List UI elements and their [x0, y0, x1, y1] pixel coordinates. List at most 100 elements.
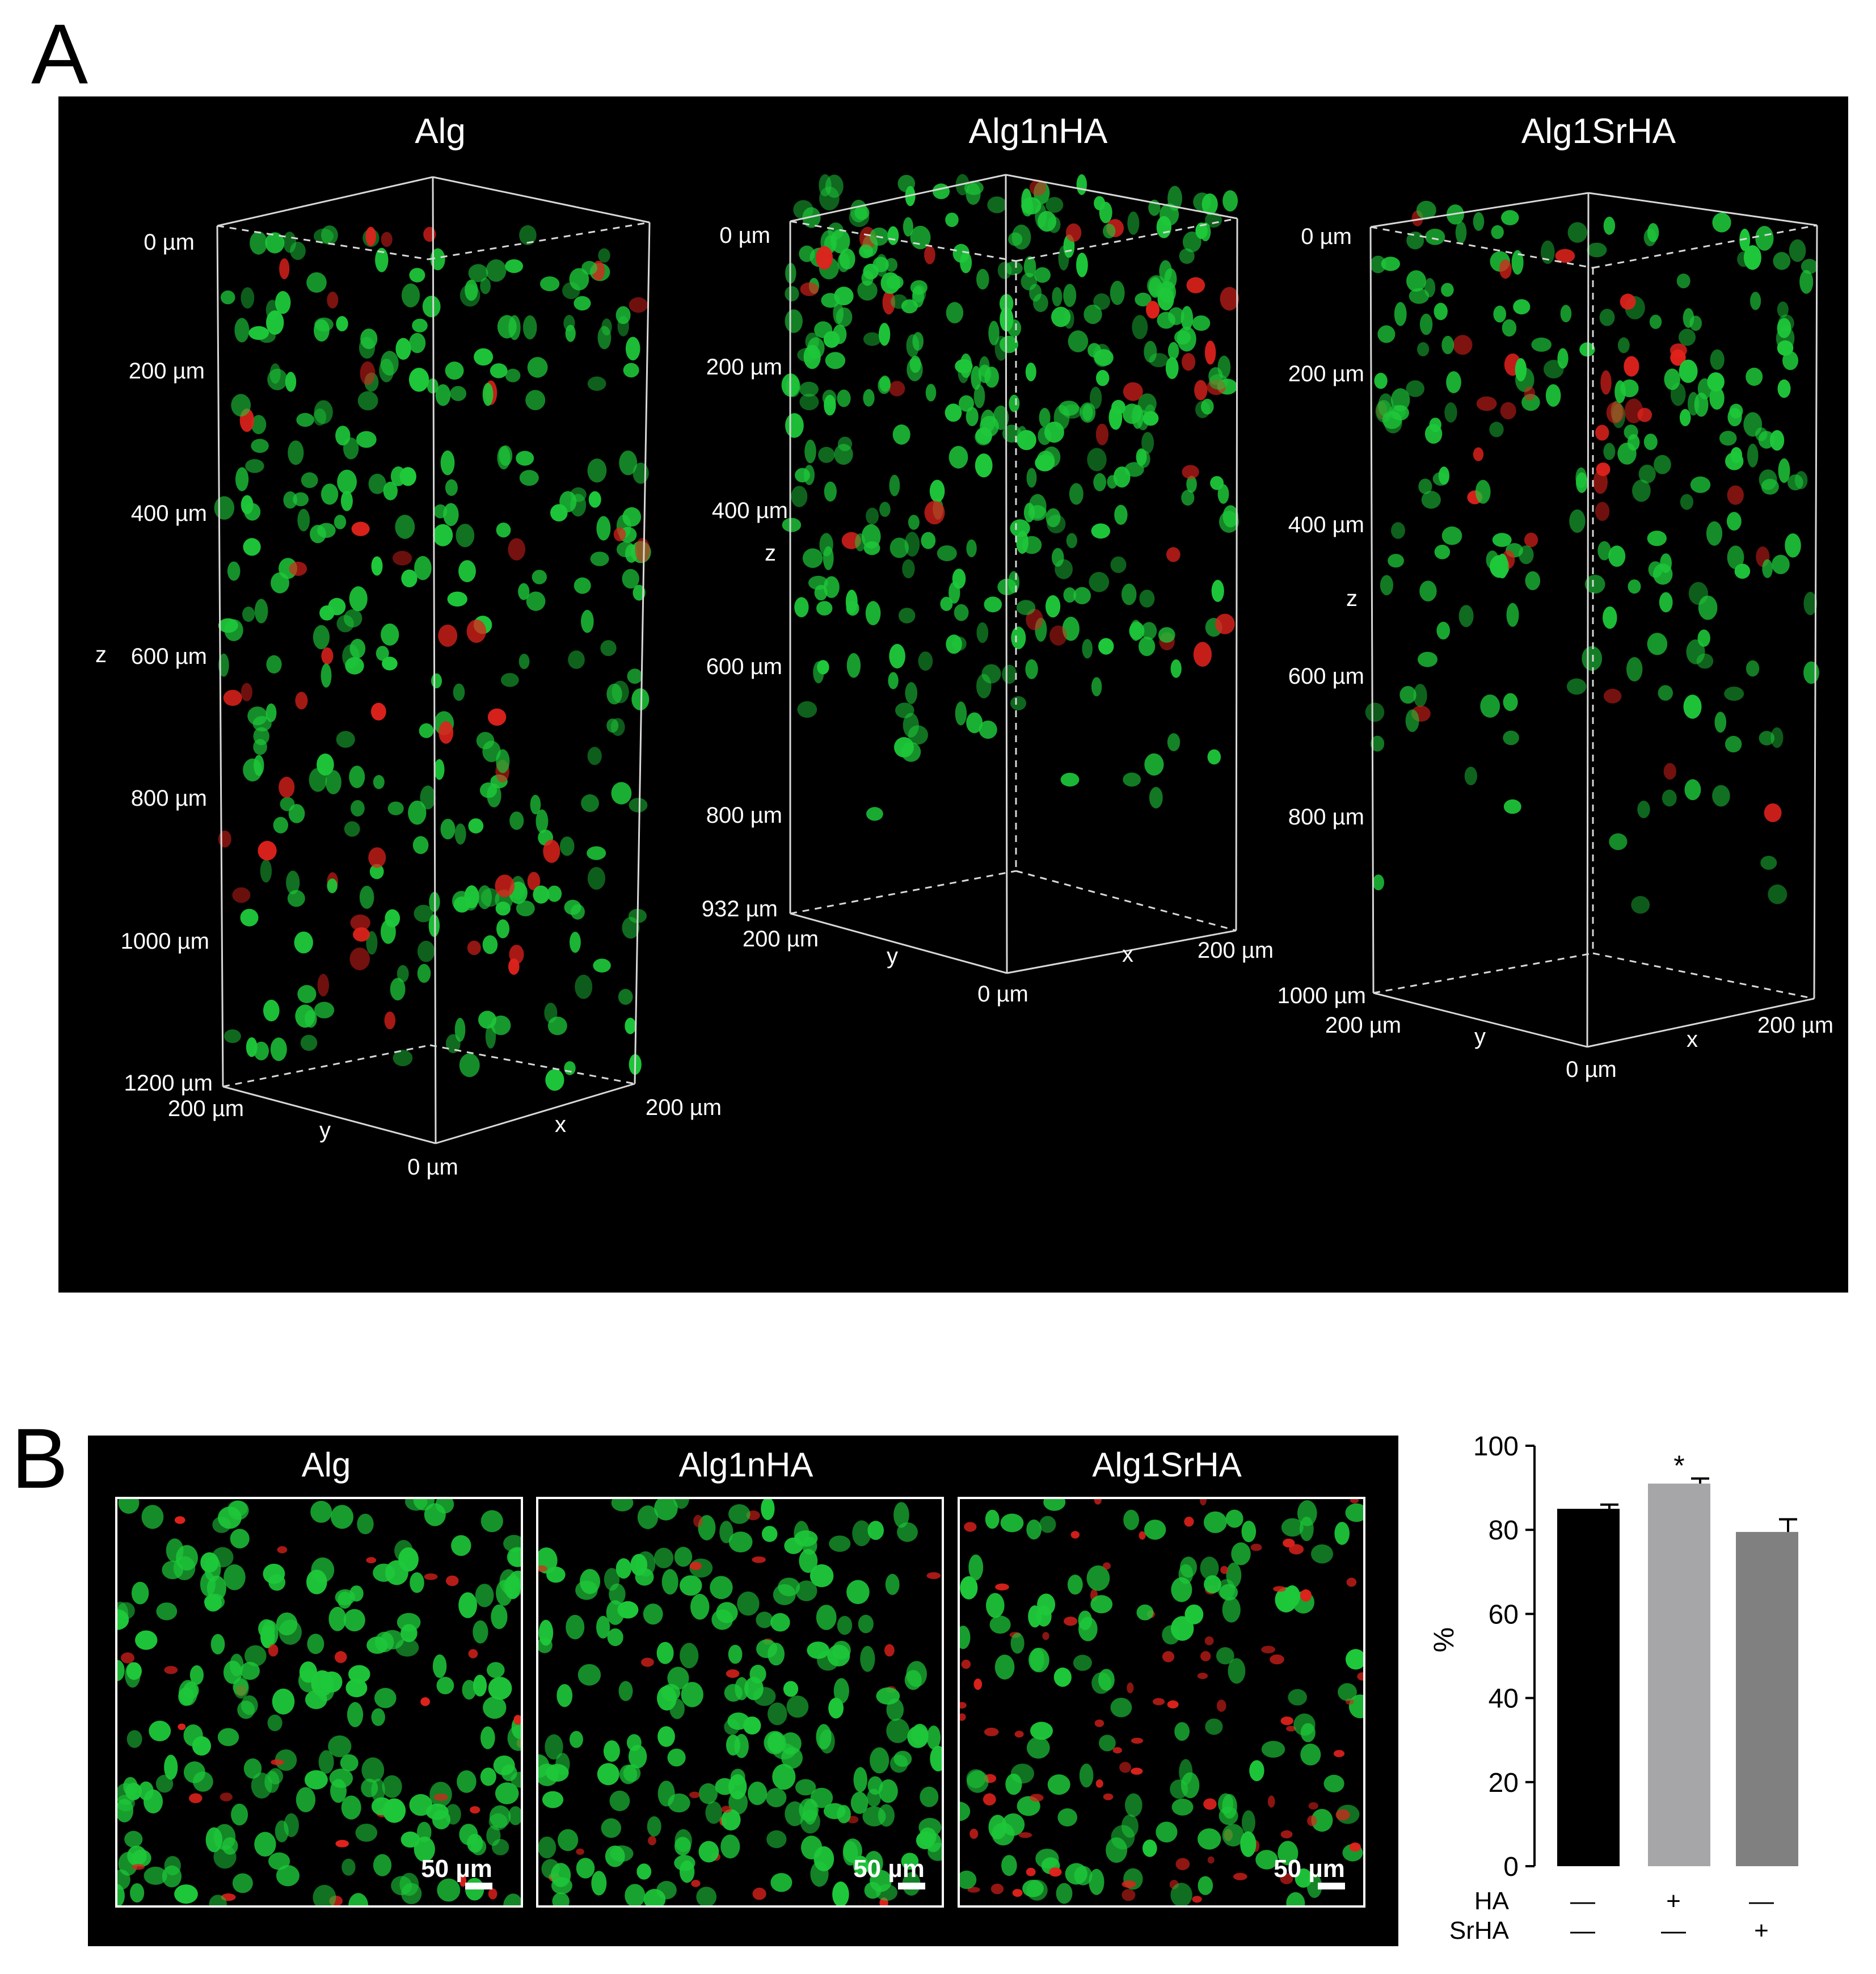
y-axis-label: %	[1428, 1627, 1460, 1652]
live-cell	[321, 483, 339, 505]
live-cell	[601, 1818, 621, 1838]
live-cell	[834, 287, 854, 306]
live-cell	[1201, 398, 1214, 415]
live-cell	[1286, 1892, 1305, 1906]
live-cell	[491, 1604, 508, 1630]
live-cell	[1025, 363, 1036, 381]
live-cell	[551, 1877, 572, 1895]
live-cell	[1608, 545, 1626, 567]
live-cell	[570, 904, 585, 920]
live-cell	[569, 268, 589, 291]
live-cell	[296, 1787, 315, 1812]
live-cell	[538, 1836, 557, 1859]
dead-cell	[984, 1727, 999, 1736]
live-cell	[542, 1791, 564, 1808]
z-axis-ticks: 0 µm 200 µm 400 µm 600 µm 800 µm 932 µm …	[702, 223, 1274, 1007]
live-cell	[435, 384, 451, 406]
live-cell	[625, 336, 640, 361]
live-cell	[569, 1731, 583, 1748]
dead-cell	[439, 721, 454, 744]
live-cell	[801, 1836, 823, 1860]
live-cell	[443, 503, 459, 527]
live-cell	[976, 268, 989, 290]
dead-cell	[1123, 382, 1143, 401]
live-cell	[1022, 536, 1042, 554]
live-cell	[893, 1502, 909, 1528]
live-cell	[587, 747, 602, 765]
y-axis-label: y	[1474, 1024, 1486, 1049]
live-cell	[1111, 1825, 1135, 1850]
live-cell	[299, 1661, 317, 1683]
dead-cell	[1152, 1698, 1165, 1706]
live-cell	[625, 1017, 636, 1034]
live-cell	[1421, 491, 1441, 509]
live-cell	[1726, 512, 1742, 531]
live-cell	[1365, 702, 1385, 722]
dead-cell	[433, 1794, 448, 1801]
live-cell	[1063, 587, 1076, 603]
live-cell	[470, 1838, 487, 1855]
z-tick: 0 µm	[144, 230, 195, 255]
live-cell	[1419, 313, 1433, 335]
live-cell	[497, 315, 517, 339]
volume-title: Alg	[415, 112, 466, 151]
live-cell	[987, 196, 1007, 213]
live-cell	[1039, 407, 1051, 428]
volume-alg1srha: Alg1SrHA 0 µm 200 µm 400 µm 600 µm 800 µ…	[1278, 112, 1834, 1082]
live-cell	[488, 1677, 512, 1700]
live-cell	[570, 932, 581, 953]
dead-cell	[271, 1759, 284, 1765]
live-cell	[409, 268, 425, 283]
live-cell	[966, 407, 979, 426]
live-cell	[865, 601, 881, 625]
live-cell	[1388, 554, 1405, 568]
live-cell	[902, 559, 915, 579]
live-cell	[1707, 372, 1725, 392]
live-cell	[1231, 1542, 1251, 1565]
live-cell	[313, 625, 330, 650]
live-cell	[837, 389, 851, 407]
live-cell	[162, 1560, 183, 1580]
live-cell	[435, 1498, 454, 1514]
live-cell	[371, 556, 383, 576]
live-cell	[1782, 351, 1798, 371]
live-cell	[1557, 348, 1569, 369]
dead-cell	[1026, 1867, 1036, 1876]
live-cell	[858, 1614, 874, 1634]
z-axis-ticks: 0 µm 200 µm 400 µm 600 µm 800 µm 1000 µm…	[95, 230, 722, 1180]
live-cell	[1493, 305, 1506, 323]
live-cell	[422, 296, 441, 318]
micrograph-alg1nha	[537, 1498, 943, 1906]
live-cell	[1773, 252, 1791, 270]
live-cell	[818, 447, 835, 463]
live-cell	[516, 451, 534, 466]
dead-cell	[1606, 402, 1624, 424]
live-cell	[361, 1778, 378, 1798]
live-cell	[127, 1730, 142, 1748]
dead-cell	[466, 620, 486, 643]
live-cell	[1399, 686, 1417, 704]
live-cell	[1249, 1760, 1264, 1782]
live-cell	[587, 376, 606, 391]
live-cell	[1544, 360, 1564, 378]
live-cell	[1545, 384, 1561, 407]
live-cell	[368, 473, 386, 494]
live-cell	[1664, 368, 1680, 390]
dead-cell	[693, 1514, 703, 1527]
live-cell	[297, 985, 317, 1003]
live-cell	[898, 608, 916, 624]
live-cell	[1299, 1517, 1314, 1542]
live-cell	[1372, 874, 1384, 891]
live-cell	[766, 1830, 787, 1849]
live-cell	[1473, 212, 1485, 231]
dead-cell	[1197, 1673, 1208, 1680]
live-cell	[889, 1754, 908, 1773]
live-cell	[1127, 211, 1140, 235]
y-tick-label: 60	[1489, 1600, 1519, 1630]
live-cell	[1486, 550, 1499, 570]
dead-cell	[445, 1575, 459, 1586]
live-cell	[241, 495, 254, 515]
live-cell	[690, 1594, 710, 1620]
live-cell	[875, 254, 888, 277]
live-cell	[870, 1747, 889, 1774]
